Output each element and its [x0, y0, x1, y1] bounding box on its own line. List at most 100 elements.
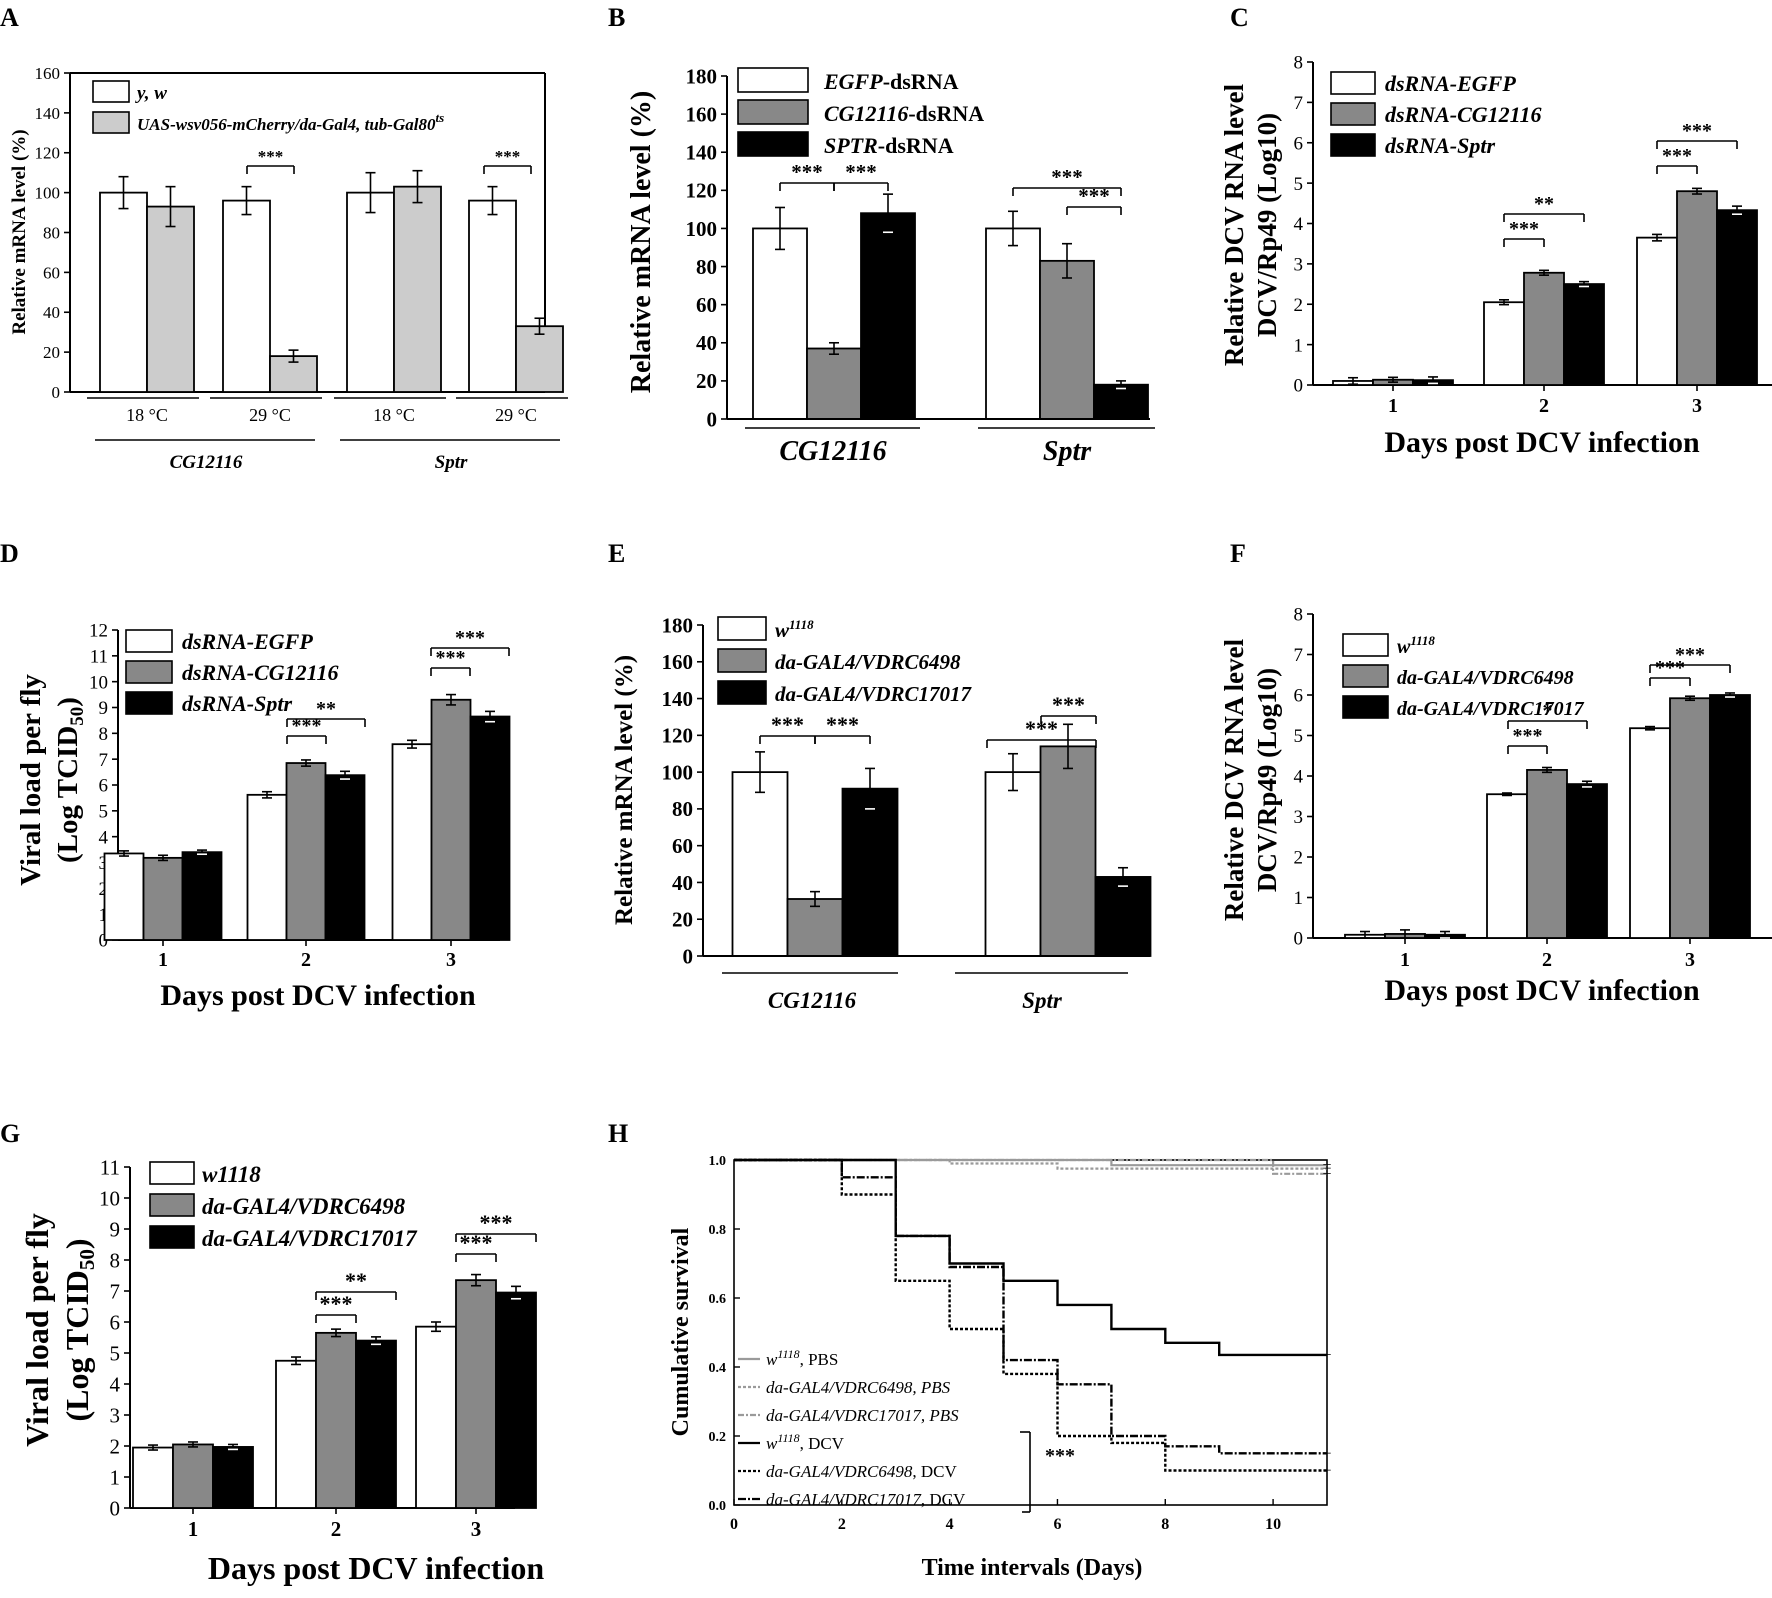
y-tick-label: 80 [672, 797, 693, 821]
group-label: 29 °C [495, 405, 537, 425]
y-tick-label: 9 [110, 1217, 121, 1241]
legend-label: da-GAL4/VDRC6498 [1397, 667, 1574, 689]
y-tick-label: 0 [683, 944, 694, 968]
y-tick-label: 6 [110, 1310, 121, 1334]
bar [1093, 383, 1149, 420]
legend-label-text: da-GAL4/VDRC6498 [766, 1462, 913, 1481]
bar [860, 212, 916, 420]
x-tick-label: 2 [1539, 395, 1549, 417]
y-tick-label: 7 [1294, 645, 1304, 666]
gene-label: CG12116 [768, 988, 857, 1013]
legend-label: dsRNA-Sptr [182, 691, 292, 716]
bar [841, 787, 899, 957]
bar [786, 898, 844, 957]
y-tick-label: 0 [707, 407, 718, 431]
y-tick-label: 12 [89, 621, 108, 642]
significance-label: ** [1534, 193, 1554, 215]
y-tick-label: 40 [43, 303, 60, 322]
y-axis-title: Relative DCV RNA level [1219, 83, 1249, 366]
y-axis-title-part: ) [52, 697, 84, 707]
significance-label: *** [771, 712, 804, 737]
legend-label-text: da-GAL4/VDRC17017 [1397, 698, 1585, 720]
bar [1566, 783, 1608, 939]
legend-label-suffix: -dsRNA [878, 133, 954, 158]
significance-label: ** [345, 1268, 367, 1293]
y-tick-label: 0.6 [709, 1292, 727, 1307]
y-tick-label: 80 [696, 255, 717, 279]
x-tick-label: 8 [1161, 1516, 1169, 1533]
y-axis-title: (Log TCID50) [59, 1238, 99, 1421]
y-tick-label: 0 [110, 1496, 121, 1520]
legend-swatch [737, 99, 809, 125]
bar [1709, 694, 1751, 939]
bar [1563, 283, 1605, 386]
legend-label-gene: SPTR [824, 133, 878, 158]
x-tick-label: 2 [838, 1516, 846, 1533]
y-tick-label: 8 [99, 724, 109, 745]
panel-H: H 0.0 0.2 0.4 0.6 0.8 1.0 0 2 4 6 8 10 Cumulative sur… [608, 1119, 1332, 1581]
y-tick-label: 0.8 [709, 1223, 727, 1238]
y-axis-title: Relative mRNA level (%) [611, 655, 638, 925]
y-tick-label: 2 [99, 879, 109, 900]
bar [222, 199, 271, 393]
legend-swatch [1330, 102, 1376, 126]
bar [172, 1443, 214, 1509]
significance-label: *** [1675, 644, 1705, 666]
y-axis-title: Relative mRNA level (%) [626, 91, 657, 393]
legend-superscript: 1118 [1410, 633, 1435, 648]
censor-mark: + [1322, 1161, 1331, 1178]
bar [1676, 190, 1718, 386]
y-tick-label: 7 [99, 750, 109, 771]
legend-label: da-GAL4/VDRC6498 [202, 1194, 406, 1219]
legend-label: w1118 [202, 1162, 261, 1187]
significance-label: *** [845, 160, 877, 184]
censor-mark: + [1322, 1157, 1331, 1174]
y-tick-label: 3 [1294, 807, 1304, 828]
bar [515, 325, 564, 393]
x-tick-label: 3 [1685, 949, 1695, 971]
bar [1039, 745, 1097, 957]
y-tick-label: 40 [696, 331, 717, 355]
y-tick-label: 4 [1294, 214, 1304, 235]
significance-label: *** [1662, 145, 1692, 167]
censor-mark: + [1322, 1347, 1331, 1364]
gene-label: Sptr [1043, 436, 1092, 467]
y-tick-label: 1 [1294, 335, 1304, 356]
bar [391, 743, 433, 941]
y-tick-label: 4 [99, 827, 109, 848]
bar [468, 199, 517, 393]
y-tick-label: 1 [99, 905, 109, 926]
y-tick-label: 0.0 [709, 1499, 727, 1514]
y-tick-label: 10 [99, 1186, 120, 1210]
legend-label-text: UAS-wsv056-mCherry/da-Gal4, tub-Gal80 [137, 115, 436, 134]
legend-label: dsRNA-Sptr [1385, 133, 1495, 158]
y-axis-title: Relative DCV RNA level [1219, 638, 1249, 921]
bar [1716, 209, 1758, 386]
panel-A: 0 20 40 60 80 100 120 140 160 *** *** A Relative mRN… [0, 3, 568, 473]
significance-label: *** [1078, 184, 1110, 208]
y-tick-label: 1.0 [709, 1154, 727, 1169]
y-axis-title: Viral load per fly [19, 1213, 55, 1447]
legend-label-text: w [775, 618, 790, 642]
survival-curve [734, 1158, 1327, 1357]
legend-swatch [717, 680, 767, 705]
legend-label-text: da-GAL4/VDRC6498 [775, 650, 961, 674]
legend-label: dsRNA-CG12116 [1385, 102, 1541, 127]
x-tick-label: 3 [471, 1517, 482, 1541]
legend-label: da-GAL4/VDRC17017 [1397, 698, 1585, 720]
legend-label: CG12116-dsRNA [824, 101, 984, 126]
legend-label: w1118, PBS [766, 1347, 838, 1369]
y-tick-label: 1 [1294, 888, 1304, 909]
y-axis-title: Viral load per fly [15, 674, 47, 886]
bar [315, 1331, 357, 1509]
legend-label: SPTR-dsRNA [824, 133, 954, 158]
significance-label: *** [1051, 165, 1083, 189]
legend-swatch [737, 67, 809, 93]
significance-label: *** [480, 1210, 513, 1235]
survival-curve [734, 1158, 1327, 1175]
significance-label: *** [436, 647, 466, 669]
x-tick-label: 1 [1388, 395, 1398, 417]
y-tick-label: 8 [1294, 605, 1304, 626]
